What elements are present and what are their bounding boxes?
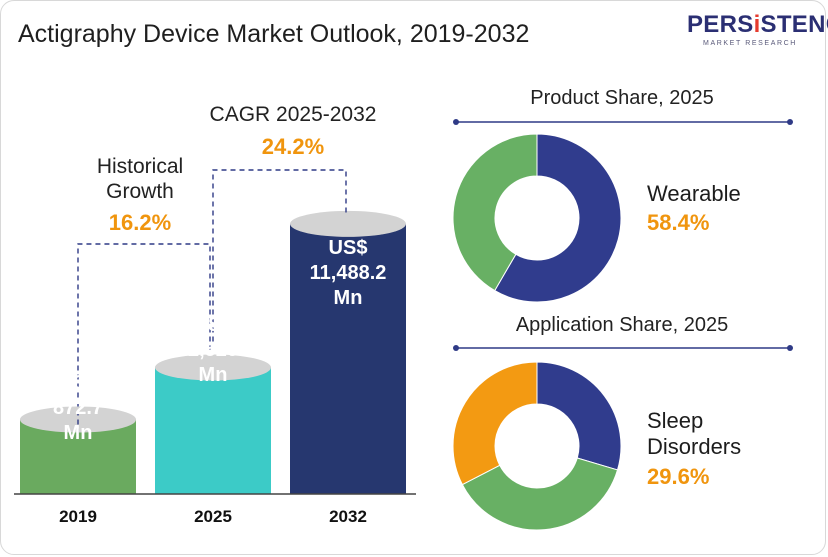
product-highlight-label: Wearable xyxy=(647,181,741,206)
brand-logo-text: PERSiSTENCE xyxy=(687,11,828,38)
application-donut-slice-1 xyxy=(461,457,619,531)
product-share-divider-end-dot xyxy=(787,119,793,125)
application-donut-slice-2 xyxy=(452,361,538,486)
product-share-title: Product Share, 2025 xyxy=(530,87,714,109)
chart-title: Actigraphy Device Market Outlook, 2019-2… xyxy=(18,20,530,48)
x-tick-2019: 2019 xyxy=(59,507,97,526)
historical-growth-value: 16.2% xyxy=(108,210,172,235)
application-highlight-label: Sleep Disorders xyxy=(647,408,742,459)
cagr-connector xyxy=(212,169,347,342)
product-share-divider-start-dot xyxy=(453,119,459,125)
application-share-divider-start-dot xyxy=(453,345,459,351)
product-highlight-value: 58.4% xyxy=(647,210,710,235)
brand-logo-subtext: MARKET RESEARCH xyxy=(703,40,797,47)
x-tick-2032: 2032 xyxy=(329,507,367,526)
product-donut-slice-1 xyxy=(452,133,538,292)
application-donut-slice-0 xyxy=(536,361,622,471)
bar-value-label-2032: US$ 11,488.2 Mn xyxy=(309,237,387,309)
bar-cap-2032 xyxy=(290,210,406,237)
application-share-title: Application Share, 2025 xyxy=(515,314,729,336)
application-highlight-value: 29.6% xyxy=(647,464,710,489)
product-donut-slice-0 xyxy=(494,133,622,303)
historical-growth-connector xyxy=(77,243,211,434)
cagr-label: CAGR 2025-2032 xyxy=(209,103,377,126)
historical-growth-label: Historical Growth xyxy=(96,155,184,203)
bar-cap-2025 xyxy=(155,354,271,381)
x-tick-2025: 2025 xyxy=(194,507,232,526)
bar-value-label-2025: US$ 2,520 Mn xyxy=(187,314,239,386)
bar-2032 xyxy=(290,223,406,494)
cagr-value: 24.2% xyxy=(261,134,325,159)
application-share-divider-end-dot xyxy=(787,345,793,351)
brand-logo: PERSiSTENCE MARKET RESEARCH xyxy=(687,11,828,52)
bar-value-label-2019: US$ 872.7 Mn xyxy=(52,372,104,444)
bar-2025 xyxy=(155,367,271,494)
